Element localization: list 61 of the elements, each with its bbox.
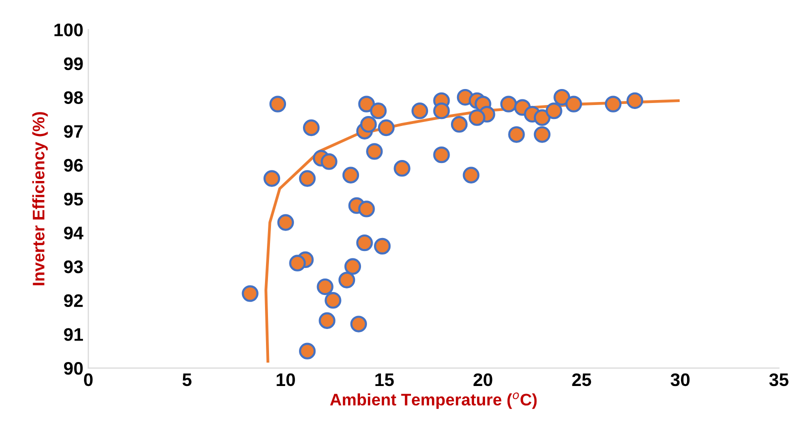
point: [604, 96, 622, 112]
y-tick-label: 94: [64, 226, 84, 240]
point: [394, 160, 410, 177]
x-tick-label: 30: [670, 373, 690, 386]
point: [433, 146, 450, 164]
point: [358, 96, 375, 112]
point: [269, 96, 286, 112]
y-tick-label: 97: [64, 125, 83, 138]
point: [350, 316, 367, 332]
point: [374, 238, 391, 255]
x-tick-label: 25: [572, 373, 592, 386]
x-tick-label: 5: [182, 374, 192, 386]
point: [508, 126, 525, 143]
point: [554, 88, 570, 106]
y-tick-label: 98: [64, 91, 83, 104]
x-tick-label: 10: [276, 373, 295, 386]
x-tick-label: 0: [84, 373, 93, 386]
point: [433, 102, 450, 120]
point: [318, 312, 336, 329]
point: [356, 234, 373, 252]
y-tick-label: 92: [64, 294, 83, 308]
point: [242, 285, 258, 302]
point: [342, 166, 360, 184]
point: [366, 143, 383, 160]
point: [289, 254, 306, 272]
x-tick-label: 35: [769, 373, 788, 386]
point: [358, 200, 375, 218]
x-tick-label: 15: [375, 374, 394, 386]
point: [299, 342, 316, 360]
y-tick-label: 95: [64, 192, 83, 206]
point: [264, 170, 280, 187]
point: [338, 272, 356, 288]
y-tick-label: 100: [54, 24, 83, 36]
point: [411, 102, 428, 120]
point: [534, 109, 550, 126]
point: [370, 102, 387, 120]
point: [360, 116, 377, 133]
point: [626, 92, 644, 109]
point: [450, 116, 468, 133]
point: [316, 278, 334, 296]
point: [277, 214, 294, 231]
point: [462, 166, 480, 184]
point: [546, 102, 562, 120]
point: [302, 119, 320, 136]
y-tick-label: 96: [64, 158, 83, 172]
point: [320, 153, 338, 170]
point: [500, 96, 517, 112]
point: [324, 292, 342, 309]
y-tick-label: 99: [64, 57, 83, 70]
point: [468, 109, 486, 126]
x-tick-label: 20: [474, 373, 492, 386]
y-tick-label: 93: [64, 260, 83, 274]
point: [299, 170, 316, 187]
y-tick-label: 91: [64, 328, 83, 341]
y-tick-label: 90: [64, 362, 83, 375]
point: [534, 126, 550, 143]
point: [565, 96, 582, 112]
y-axis-title: Inverter Efficiency (%): [32, 112, 48, 286]
point: [378, 119, 395, 136]
point: [344, 258, 362, 275]
x-axis-title: Ambient Temperature ($^{o}$C): [330, 392, 537, 409]
